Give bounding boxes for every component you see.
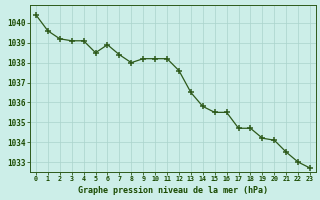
X-axis label: Graphe pression niveau de la mer (hPa): Graphe pression niveau de la mer (hPa) bbox=[78, 186, 268, 195]
